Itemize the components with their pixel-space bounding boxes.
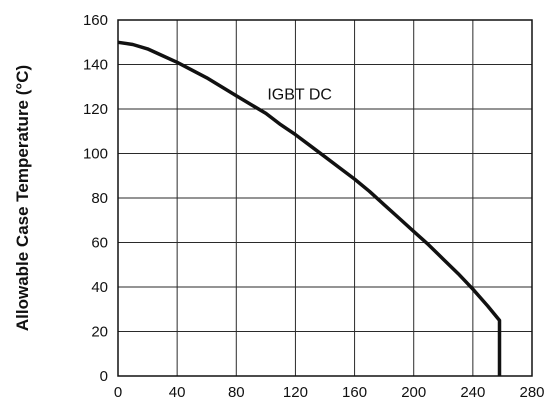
x-tick-label: 80 [228, 384, 245, 401]
y-tick-label: 140 [83, 57, 108, 74]
y-tick-label: 120 [83, 101, 108, 118]
x-tick-label: 200 [401, 384, 426, 401]
x-tick-label: 120 [283, 384, 308, 401]
x-tick-label: 160 [342, 384, 367, 401]
y-tick-label: 160 [83, 12, 108, 29]
x-tick-label: 40 [169, 384, 186, 401]
curve-annotation: IGBT DC [267, 86, 332, 103]
x-tick-label: 0 [114, 384, 122, 401]
y-tick-label: 80 [91, 190, 108, 207]
grid [118, 20, 532, 376]
plot-frame [117, 19, 533, 377]
y-tick-label: 40 [91, 279, 108, 296]
x-tick-label: 240 [460, 384, 485, 401]
y-tick-label: 0 [100, 368, 108, 385]
tick-labels: 0 40 80 120 160 200 240 280 0 20 40 60 80 100 120 140 16… [83, 12, 545, 401]
y-tick-label: 20 [91, 324, 108, 341]
y-tick-label: 60 [91, 235, 108, 252]
y-axis-title: Allowable Case Temperature (°C) [13, 65, 32, 331]
igbt-dc-curve [117, 40, 502, 376]
x-tick-label: 280 [519, 384, 544, 401]
y-tick-label: 100 [83, 146, 108, 163]
